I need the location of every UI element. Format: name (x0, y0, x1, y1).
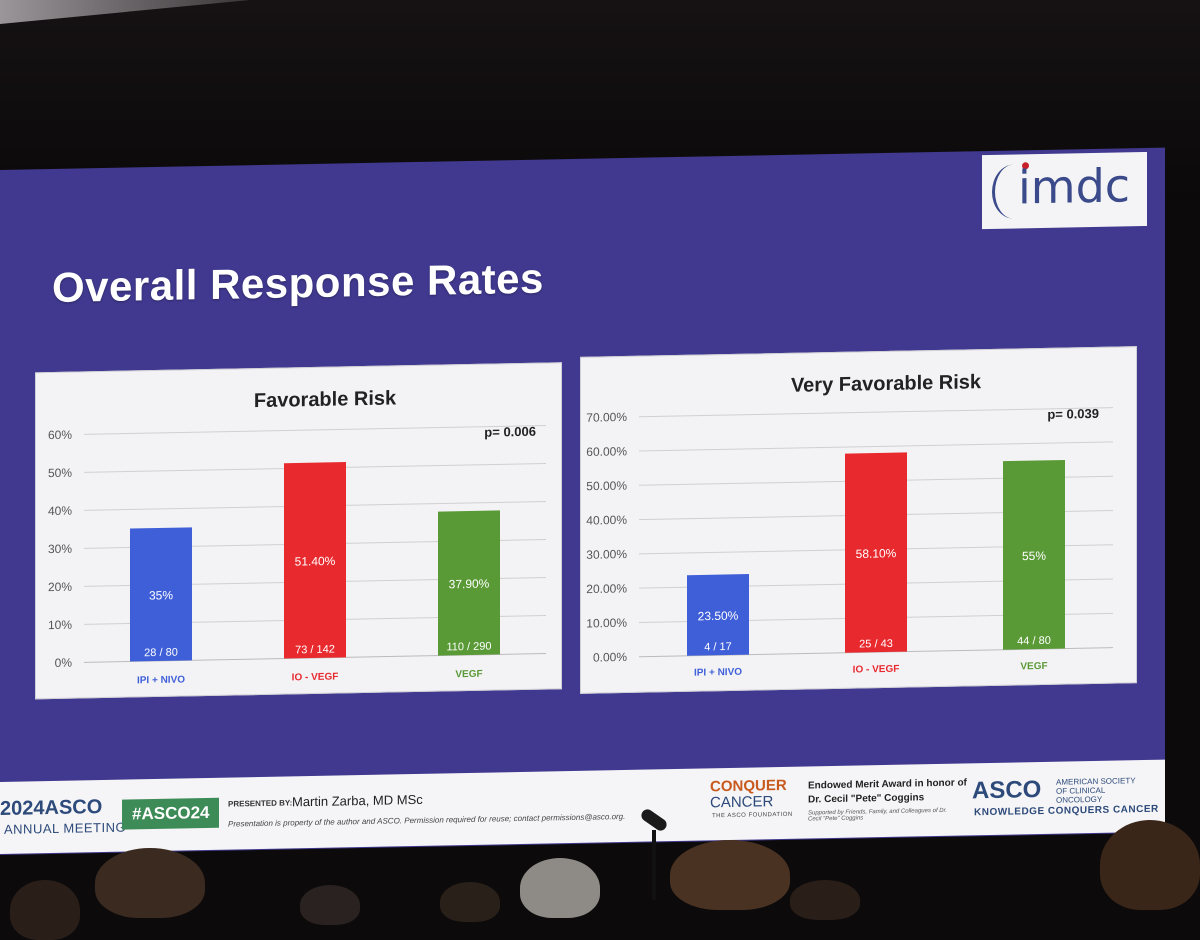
y-tick-label: 0.00% (593, 650, 627, 665)
bar-value-label: 51.40% (295, 554, 336, 569)
p-value-annotation: p= 0.039 (1047, 406, 1099, 422)
footer-year: 2024ASCO (0, 796, 103, 820)
bar (687, 574, 749, 656)
microphone-stand (652, 830, 656, 900)
x-category-label: VEGF (1020, 661, 1047, 673)
audience-head (670, 840, 790, 910)
chart-svg: Favorable Risk 0% 10% 20% 30% 40% 50% 60% p= 0.0… (48, 387, 546, 686)
audience-head (1100, 820, 1200, 910)
bar (845, 452, 907, 653)
hashtag-badge: #ASCO24 (122, 797, 220, 830)
y-tick-label: 30% (48, 542, 72, 556)
bar-value-label: 58.10% (856, 546, 897, 561)
footer-meeting: ANNUAL MEETING (4, 819, 127, 837)
asco-logo: ASCO (972, 776, 1042, 805)
y-tick-label: 60.00% (586, 444, 627, 459)
chart-title: Favorable Risk (254, 387, 397, 412)
y-tick-label: 20% (48, 580, 72, 594)
conquer-cancer-line1: CONQUER (710, 776, 787, 796)
y-tick-label: 70.00% (586, 410, 627, 425)
y-tick-label: 30.00% (586, 547, 627, 562)
asco-full-name: AMERICAN SOCIETY OF CLINICAL ONCOLOGY (1056, 776, 1136, 805)
audience-silhouettes (0, 820, 1200, 940)
bar-count-label: 28 / 80 (144, 647, 178, 660)
bar (1003, 459, 1065, 650)
bar-count-label: 25 / 43 (859, 638, 893, 651)
chart-title: Very Favorable Risk (791, 371, 982, 397)
y-tick-label: 50% (48, 466, 72, 480)
x-category-label: VEGF (455, 669, 482, 681)
bar-count-label: 110 / 290 (446, 641, 491, 654)
audience-head (520, 858, 600, 918)
gridline (639, 441, 1113, 452)
presentation-slide: Overall Response Rates imdc Favorable Ri… (0, 147, 1165, 855)
x-category-label: IPI + NIVO (137, 674, 185, 686)
audience-head (790, 880, 860, 920)
chart-svg: Very Favorable Risk 0.00% 10.00% 20.00% 30.0… (586, 371, 1113, 679)
audience-head (10, 880, 80, 940)
bar (284, 462, 346, 659)
award-line3: Supported by Friends, Family, and Collea… (808, 807, 948, 823)
asco-tagline: KNOWLEDGE CONQUERS CANCER (974, 803, 1159, 819)
y-tick-label: 20.00% (586, 581, 627, 596)
award-line2: Dr. Cecil "Pete" Coggins (808, 792, 925, 806)
very-favorable-risk-chart: Very Favorable Risk 0.00% 10.00% 20.00% 30.0… (580, 346, 1137, 694)
slide-title: Overall Response Rates (52, 254, 544, 312)
x-category-label: IPI + NIVO (694, 667, 742, 679)
y-tick-label: 10% (48, 618, 72, 632)
imdc-logo: imdc (982, 151, 1147, 230)
bar-value-label: 23.50% (698, 609, 739, 624)
bar-value-label: 35% (149, 588, 173, 602)
bar-count-label: 4 / 17 (704, 641, 732, 654)
award-line1: Endowed Merit Award in honor of (808, 777, 967, 792)
x-category-label: IO - VEGF (292, 672, 339, 684)
logo-text: imdc (1018, 158, 1131, 215)
y-tick-label: 40.00% (586, 513, 627, 528)
audience-head (440, 882, 500, 922)
y-tick-label: 0% (55, 656, 73, 670)
conquer-cancer-line3: THE ASCO FOUNDATION (712, 811, 793, 820)
favorable-risk-chart: Favorable Risk 0% 10% 20% 30% 40% 50% 60% p= 0.0… (35, 362, 562, 700)
x-category-label: IO - VEGF (853, 664, 900, 676)
disclaimer-text: Presentation is property of the author a… (228, 811, 626, 829)
audience-head (300, 885, 360, 925)
bar-value-label: 55% (1022, 549, 1046, 563)
bar (438, 510, 500, 656)
y-tick-label: 50.00% (586, 479, 627, 494)
bar-value-label: 37.90% (449, 577, 490, 592)
bar-count-label: 73 / 142 (295, 644, 335, 657)
presenter-name: Martin Zarba, MD MSc (292, 791, 423, 810)
gridline (639, 407, 1113, 418)
bar (130, 527, 192, 662)
p-value-annotation: p= 0.006 (484, 424, 536, 440)
audience-head (95, 848, 205, 918)
gridline (84, 425, 546, 435)
conquer-cancer-line2: CANCER (710, 793, 774, 812)
y-tick-label: 10.00% (586, 616, 627, 631)
bar-count-label: 44 / 80 (1017, 635, 1051, 648)
y-tick-label: 60% (48, 428, 72, 442)
y-tick-label: 40% (48, 504, 72, 518)
presented-by-label: PRESENTED BY: (228, 798, 293, 809)
